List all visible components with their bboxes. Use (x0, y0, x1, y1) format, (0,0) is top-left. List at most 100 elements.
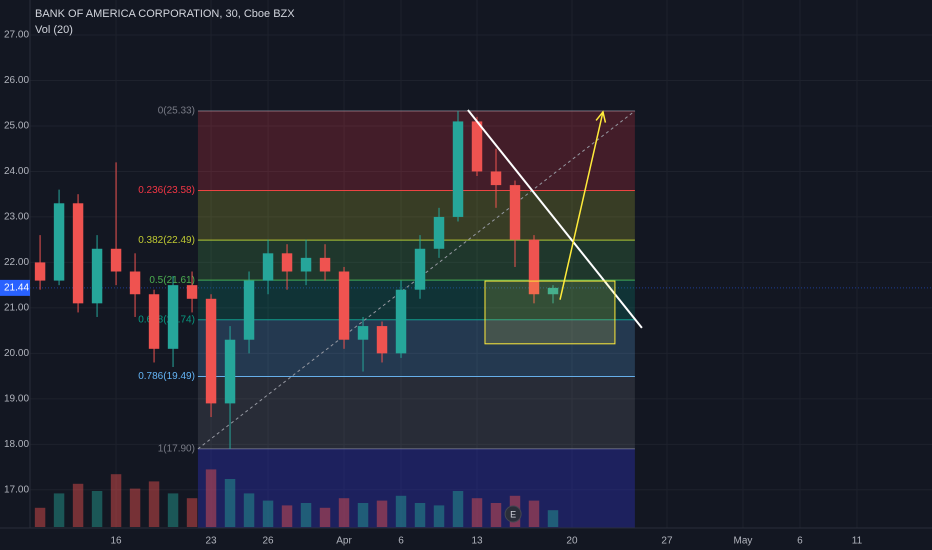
fib-band (197, 110, 635, 191)
volume-bar (34, 507, 46, 527)
y-tick-label: 24.00 (4, 166, 29, 177)
x-tick-label: Apr (336, 536, 352, 547)
volume-pane (34, 469, 559, 527)
x-tick-label: 16 (110, 536, 122, 547)
candle-body (300, 257, 312, 272)
y-tick-label: 25.00 (4, 121, 29, 132)
trend-line (467, 109, 643, 329)
last-price-label: 21.44 (4, 283, 29, 294)
candle-body (91, 248, 103, 304)
x-tick-label: 6 (797, 536, 803, 547)
candle-body (34, 262, 46, 281)
y-tick-label: 23.00 (4, 212, 29, 223)
x-tick-label: 6 (398, 536, 404, 547)
y-tick-label: 27.00 (4, 30, 29, 41)
fib-label: 0.382(22.49) (138, 235, 195, 246)
x-tick-label: 27 (661, 536, 673, 547)
volume-bar (243, 493, 255, 527)
volume-bar (433, 505, 445, 527)
fib-label: 0.618(20.74) (138, 314, 195, 325)
grid (30, 0, 932, 528)
chart-title: BANK OF AMERICA CORPORATION, 30, Cboe BZ… (35, 8, 295, 20)
candle-body (357, 326, 369, 340)
candle-body (547, 287, 559, 295)
volume-bar (338, 498, 350, 527)
x-tick-label: 23 (205, 536, 217, 547)
fib-band (197, 376, 635, 449)
candle-body (205, 298, 217, 404)
y-tick-label: 17.00 (4, 484, 29, 495)
candle-body (224, 339, 236, 404)
candle-body (338, 271, 350, 340)
volume-bar (376, 500, 388, 527)
candle-body (528, 239, 540, 295)
fib-band (197, 190, 635, 241)
last-price-tag (0, 279, 30, 296)
y-tick-label: 18.00 (4, 439, 29, 450)
volume-bar (300, 503, 312, 527)
target-box (484, 280, 616, 345)
fib-band (197, 319, 635, 377)
candle-body (53, 203, 65, 281)
volume-bar (281, 505, 293, 527)
volume-bar (72, 483, 84, 527)
x-tick-label: 20 (566, 536, 578, 547)
earnings-marker (504, 505, 522, 523)
y-tick-label: 21.00 (4, 303, 29, 314)
candle-body (72, 203, 84, 304)
x-tick-label: 11 (852, 536, 863, 547)
candle-body (509, 185, 521, 240)
x-tick-label: May (734, 536, 753, 547)
fib-label: 0.236(23.58) (138, 185, 195, 196)
candle-body (281, 253, 293, 272)
volume-bar (414, 503, 426, 527)
volume-bar (186, 498, 198, 527)
volume-bar (129, 488, 141, 527)
x-tick-label: 13 (471, 536, 483, 547)
candle-body (167, 285, 179, 349)
candles (34, 110, 559, 449)
volume-bar (319, 507, 331, 527)
fib-label: 0.786(19.49) (138, 371, 195, 382)
x-tick-label: 26 (262, 536, 274, 547)
volume-bar (224, 479, 236, 527)
y-tick-label: 26.00 (4, 75, 29, 86)
volume-bar (167, 493, 179, 527)
volume-bar (205, 469, 217, 527)
fib-label: 0.5(21.61) (149, 275, 195, 286)
volume-bar (471, 498, 483, 527)
y-tick-label: 20.00 (4, 348, 29, 359)
candle-body (319, 257, 331, 272)
candle-body (110, 248, 122, 272)
fibonacci: 0(25.33) 0.236(23.58) 0.382(22.49) 0.5(21.6… (138, 106, 636, 528)
candle-body (243, 280, 255, 340)
chart-subtitle: Vol (20) (35, 24, 73, 36)
arrow-head (595, 110, 607, 123)
fib-extension (197, 448, 635, 528)
candle-body (262, 253, 274, 281)
candle-body (433, 216, 445, 249)
candle-body (395, 289, 407, 354)
candle-body (471, 121, 483, 172)
candle-body (376, 326, 388, 354)
earnings-label: E (510, 509, 516, 519)
volume-bar (357, 503, 369, 527)
fib-label: 0(25.33) (158, 106, 195, 117)
y-tick-label: 19.00 (4, 393, 29, 404)
fib-label: 1(17.90) (158, 444, 195, 455)
volume-bar (547, 510, 559, 527)
volume-bar (262, 500, 274, 527)
volume-bar (395, 495, 407, 527)
arrow-line (559, 111, 604, 300)
volume-bar (91, 491, 103, 527)
volume-bar (110, 474, 122, 527)
candle-body (490, 171, 502, 186)
candle-body (186, 285, 198, 299)
volume-bar (148, 481, 160, 527)
volume-bar (53, 493, 65, 527)
candle-body (129, 271, 141, 295)
candle-body (148, 294, 160, 349)
